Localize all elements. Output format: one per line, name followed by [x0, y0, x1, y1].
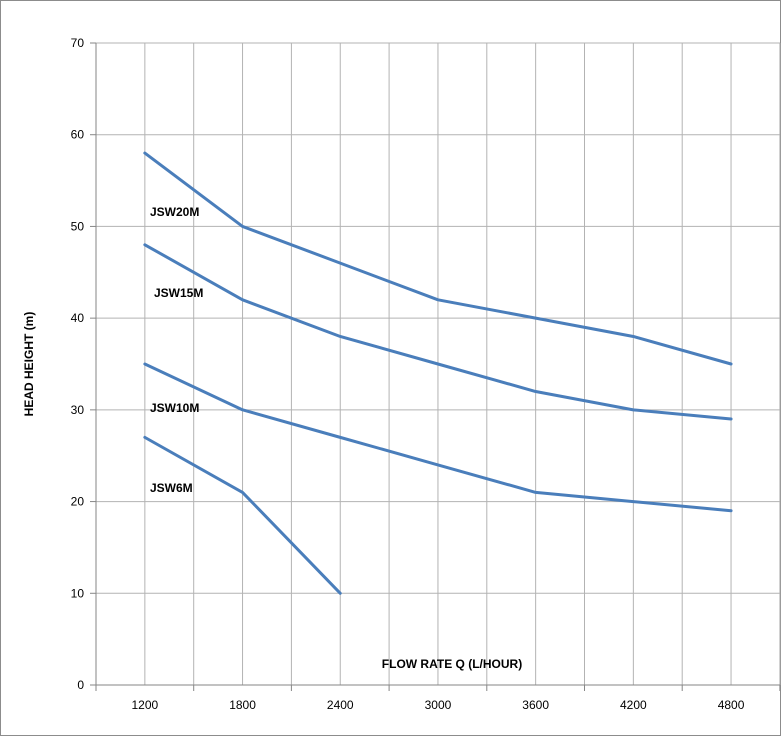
y-axis-title: HEAD HEIGHT (m) [22, 312, 36, 417]
series-label-jsw15m: JSW15M [154, 286, 203, 300]
series-label-jsw20m: JSW20M [150, 205, 199, 219]
series-lines [143, 151, 733, 595]
series-line-jsw15m [143, 243, 733, 421]
x-tick-label: 1200 [131, 698, 158, 712]
y-tick-label: 50 [71, 219, 85, 233]
tick-labels: 0 10 20 30 40 50 60 70 1200 1800 2400 3000 3600 4200 4… [71, 36, 745, 712]
x-tick-label: 1800 [229, 698, 256, 712]
y-tick-label: 20 [71, 495, 85, 509]
y-tick-label: 30 [71, 403, 85, 417]
x-tick-label: 3600 [522, 698, 549, 712]
series-label-jsw10m: JSW10M [150, 401, 199, 415]
y-tick-label: 10 [71, 586, 85, 600]
y-tick-label: 70 [71, 36, 85, 50]
x-tick-label: 3000 [425, 698, 452, 712]
grid [96, 42, 781, 685]
series-line-jsw20m [143, 151, 733, 366]
x-tick-label: 2400 [327, 698, 354, 712]
series-line-jsw6m [143, 435, 342, 595]
x-tick-label: 4200 [620, 698, 647, 712]
x-axis-title: FLOW RATE Q (L/HOUR) [382, 657, 522, 671]
y-tick-label: 0 [77, 678, 84, 692]
y-tick-label: 40 [71, 311, 85, 325]
series-line-jsw10m [143, 362, 733, 513]
x-tick-label: 4800 [718, 698, 745, 712]
series-label-jsw6m: JSW6M [150, 481, 193, 495]
axes [90, 42, 781, 691]
y-tick-label: 60 [71, 128, 85, 142]
series-labels: JSW20M JSW15M JSW10M JSW6M [150, 205, 203, 495]
